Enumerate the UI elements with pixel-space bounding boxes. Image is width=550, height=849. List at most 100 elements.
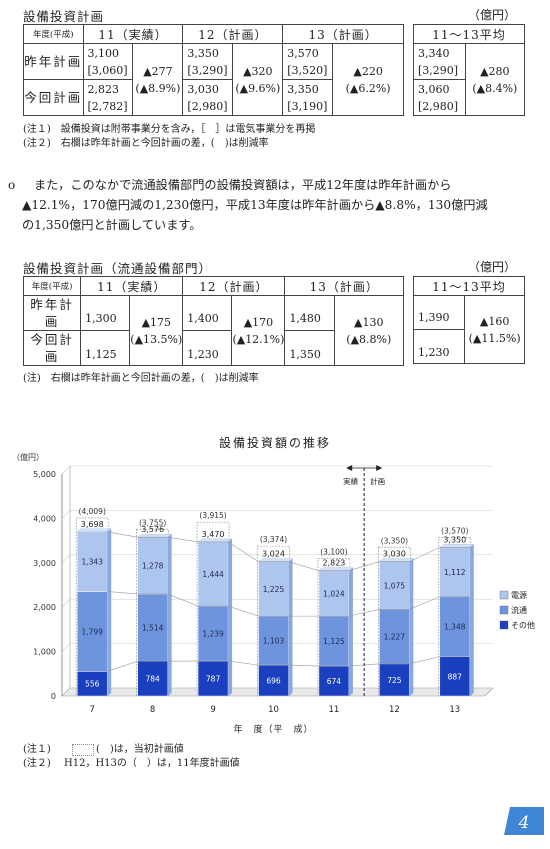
y-axis-label: （億円） xyxy=(12,452,44,462)
table-cell: 1,390 xyxy=(412,295,466,330)
x-tick-label: 10 xyxy=(268,705,279,715)
diff-cell: ▲280 (▲8.4%) xyxy=(464,43,526,116)
bar-segment xyxy=(379,561,410,610)
initial-plan-outline xyxy=(317,558,351,697)
bar-value-label: 556 xyxy=(85,680,100,689)
bar-value-label: 1,112 xyxy=(444,568,466,577)
bar-total-label: 3,030 xyxy=(383,549,406,558)
bar-side-face xyxy=(288,558,293,696)
bar-side-face xyxy=(107,528,112,696)
chart-note-1-prefix: (注１) xyxy=(23,744,51,755)
table-cell: 1,230 xyxy=(412,329,466,364)
header-fy13: 13（計画） xyxy=(284,276,404,296)
bar-total-label: 2,823 xyxy=(322,559,345,568)
x-tick-label: 7 xyxy=(90,705,95,715)
table-cell: 1,125 xyxy=(80,330,131,366)
table-cell: 1,300 xyxy=(80,295,131,331)
paragraph-line-1: また，このなかで流通設備部門の設備投資額は，平成12年度は昨年計画から xyxy=(34,178,452,192)
initial-plan-label: (4,009) xyxy=(79,507,106,516)
initial-plan-outline xyxy=(196,521,230,697)
table-cell: 3,350 [3,290] xyxy=(182,43,234,80)
bar-value-label: 1,103 xyxy=(263,637,285,646)
bar-segment xyxy=(318,570,350,617)
distribution-plan-table: 年度(平成) 11（実績） 12（計画） 13（計画） 昨年計画 1,300 ▲… xyxy=(22,276,405,366)
table-header-row: 年度(平成) 11（実績） 12（計画） 13（計画） xyxy=(22,276,404,296)
header-fy12: 12（計画） xyxy=(182,24,284,44)
table-row: 1,390 ▲160 (▲11.5%) xyxy=(412,295,525,364)
header-fy11: 11（実績） xyxy=(80,276,184,296)
grid-diagonal xyxy=(61,643,71,652)
initial-plan-outline xyxy=(257,545,290,697)
header-fy13: 13（計画） xyxy=(282,24,404,44)
table-cell: 3,030 [2,980] xyxy=(182,79,234,116)
initial-plan-label: (3,100) xyxy=(320,547,347,556)
diff-cell: ▲220 (▲6.2%) xyxy=(332,43,404,116)
section1-unit: （億円） xyxy=(468,8,517,22)
table-cell: 1,350 xyxy=(284,330,335,366)
bar-top-face xyxy=(257,558,294,562)
bar-total-label: 3,470 xyxy=(202,530,225,539)
page-badge-shape xyxy=(504,807,544,835)
row-label-current-plan: 今回計画 xyxy=(22,330,82,366)
bar-segment xyxy=(379,663,410,697)
bar-side-face xyxy=(228,538,233,696)
header-year-label: 年度(平成) xyxy=(22,276,82,296)
bar-value-label: 696 xyxy=(266,677,281,686)
header-fy12: 12（計画） xyxy=(182,276,286,296)
y-tick-label: 2,000 xyxy=(33,603,56,612)
distribution-average-table: 11〜13平均 1,390 ▲160 (▲11.5%) 1,230 xyxy=(412,276,525,364)
bar-side-face xyxy=(409,558,414,696)
legend-label: その他 xyxy=(511,620,535,630)
bar-value-label: 1,225 xyxy=(263,585,285,594)
initial-plan-label: (3,755) xyxy=(139,518,166,527)
bar-segment xyxy=(137,593,168,662)
chart-note-1-text: ( )は，当初計画値 xyxy=(96,744,184,755)
table-cell: 1,230 xyxy=(182,330,233,366)
table-cell: 3,340 [3,290] xyxy=(413,43,466,80)
x-tick-label: 13 xyxy=(449,705,460,715)
bar-side-face xyxy=(348,567,353,696)
grid-diagonal xyxy=(61,687,71,697)
series-connector-line xyxy=(107,531,470,571)
bar-top-face xyxy=(76,528,112,533)
bar-top-face xyxy=(378,558,414,562)
bar-value-label: 1,024 xyxy=(323,589,345,598)
divider-left-label: 実績 xyxy=(343,476,358,486)
bar-side-face xyxy=(469,544,474,696)
bar-segment xyxy=(197,660,229,697)
bar-top-face xyxy=(439,544,475,548)
initial-plan-label: (3,570) xyxy=(441,526,468,535)
investment-chart: 0 1,000 2,000 3,000 4,000 5,000 （億円） (4,009) 556… xyxy=(12,452,535,735)
grid-diagonal xyxy=(61,510,71,519)
bar-value-label: 1,278 xyxy=(142,562,164,571)
diff-cell: ▲170 (▲12.1%) xyxy=(231,295,286,366)
series-connector-line xyxy=(107,591,470,617)
table-row: 今回計画 2,823 [2,782] 3,030 [2,980] 3,350 [3,1… xyxy=(23,79,404,116)
grid-diagonal xyxy=(61,465,71,475)
bar-total-label: 3,350 xyxy=(443,535,466,544)
x-tick-label: 11 xyxy=(329,705,340,715)
diff-cell: ▲277 (▲8.9%) xyxy=(132,43,184,116)
initial-plan-label: (3,374) xyxy=(260,535,287,544)
table-row: 1,230 xyxy=(412,329,525,364)
legend-swatch xyxy=(499,605,509,615)
diff-cell: ▲160 (▲11.5%) xyxy=(464,295,525,364)
bar-top-face xyxy=(318,567,354,571)
bar-value-label: 787 xyxy=(206,675,221,684)
arrow-right-icon xyxy=(376,465,383,471)
page-number-badge: 4 xyxy=(504,807,544,835)
bar-value-label: 784 xyxy=(145,675,160,684)
bar-segment xyxy=(379,609,410,665)
bar-value-label: 1,227 xyxy=(384,633,406,642)
legend-label: 流通 xyxy=(511,605,527,615)
bar-value-label: 1,799 xyxy=(81,627,103,636)
grid-diagonal xyxy=(61,554,71,563)
table-row: 3,060 [2,980] xyxy=(413,79,525,116)
paragraph-line-3: の1,350億円と計画しています。 xyxy=(22,218,202,232)
bar-value-label: 1,075 xyxy=(384,581,406,590)
divider-right-label: 計画 xyxy=(370,476,385,486)
x-tick-label: 12 xyxy=(389,705,400,715)
row-label-last-plan: 昨年計画 xyxy=(22,295,82,331)
table-cell: 1,480 xyxy=(284,295,335,331)
bar-value-label: 1,444 xyxy=(202,570,224,579)
